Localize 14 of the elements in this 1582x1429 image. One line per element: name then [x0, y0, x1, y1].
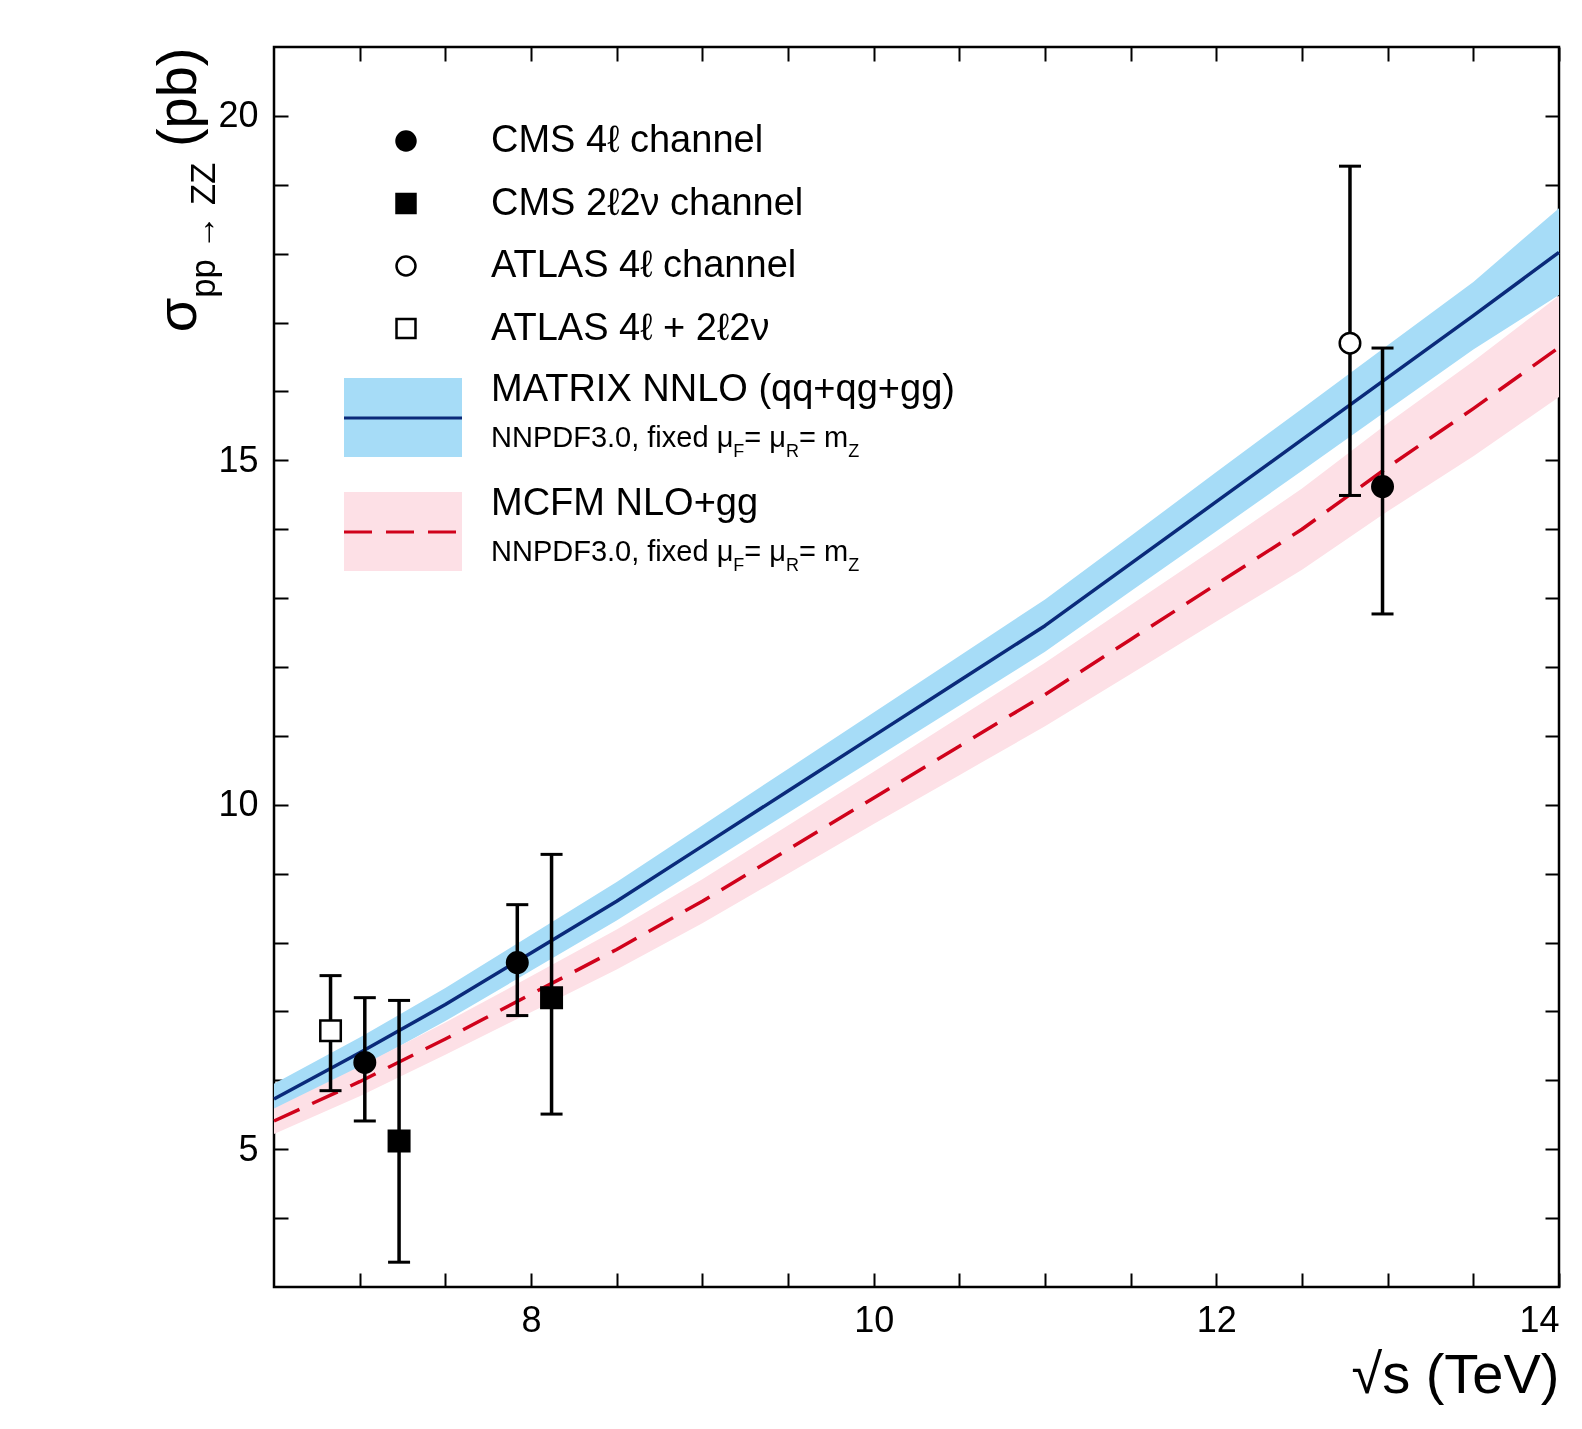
x-tick-label: 14 — [1519, 1298, 1560, 1340]
legend-label: MATRIX NNLO (qq+qg+gg) NNPDF3.0, fixed μ$_{F}$= μ$_{R}$= m$_{Z}$ — [491, 367, 955, 461]
x-axis-title: √s (TeV) — [1351, 1341, 1560, 1405]
legend-label: MCFM NLO+gg NNPDF3.0, fixed μ$_{F}$= μ$_{R}$= m$_{Z}$ — [491, 481, 860, 575]
legend-label: ATLAS 4ℓ + 2ℓ2ν — [491, 305, 770, 348]
x-tick-label: 8 — [521, 1298, 542, 1340]
legend-label: ATLAS 4ℓ channel — [491, 243, 797, 285]
x-tick-label: 12 — [1196, 1298, 1237, 1340]
legend-label: CMS 2ℓ2ν channel — [491, 180, 804, 223]
y-tick-label: 5 — [238, 1127, 259, 1169]
x-tick-label: 10 — [854, 1298, 895, 1340]
y-tick-label: 10 — [218, 783, 259, 825]
y-tick-label: 15 — [218, 438, 259, 480]
legend-label: CMS 4ℓ channel — [491, 118, 764, 160]
